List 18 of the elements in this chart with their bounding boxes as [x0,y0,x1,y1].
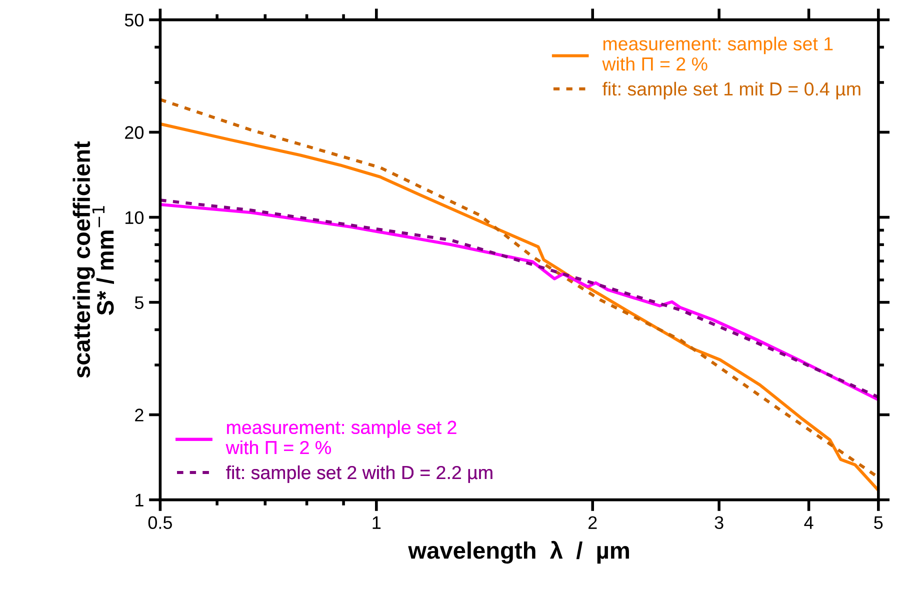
y-tick-label: 50 [124,14,144,27]
legend-label: measurement: sample set 1 with Π = 2 % [602,36,833,71]
x-tick-label: 3 [714,516,724,530]
legend-label: fit: sample set 1 mit D = 0.4 µm [602,82,860,100]
y-tick-label: 5 [134,296,144,310]
x-tick-label: 2 [588,516,597,529]
y-tick-label: 2 [135,408,144,422]
x-tick-label: 4 [804,516,814,529]
y-tick-label: 1 [136,494,144,506]
y-axis-title: scattering coefficient S* / mm$^{−1}$ [72,141,114,378]
x-tick-label: 1 [372,516,381,529]
x-tick-label: 5 [874,516,883,530]
x-tick-label: 0.5 [148,516,172,530]
y-tick-label: 20 [125,126,144,139]
legend-label: measurement: sample set 2 with Π = 2 % [226,420,456,454]
x-axis-title: wavelength λ / µm [408,540,629,564]
legend-label: fit: sample set 2 with D = 2.2 µm [226,465,492,483]
y-tick-label: 10 [126,211,144,224]
